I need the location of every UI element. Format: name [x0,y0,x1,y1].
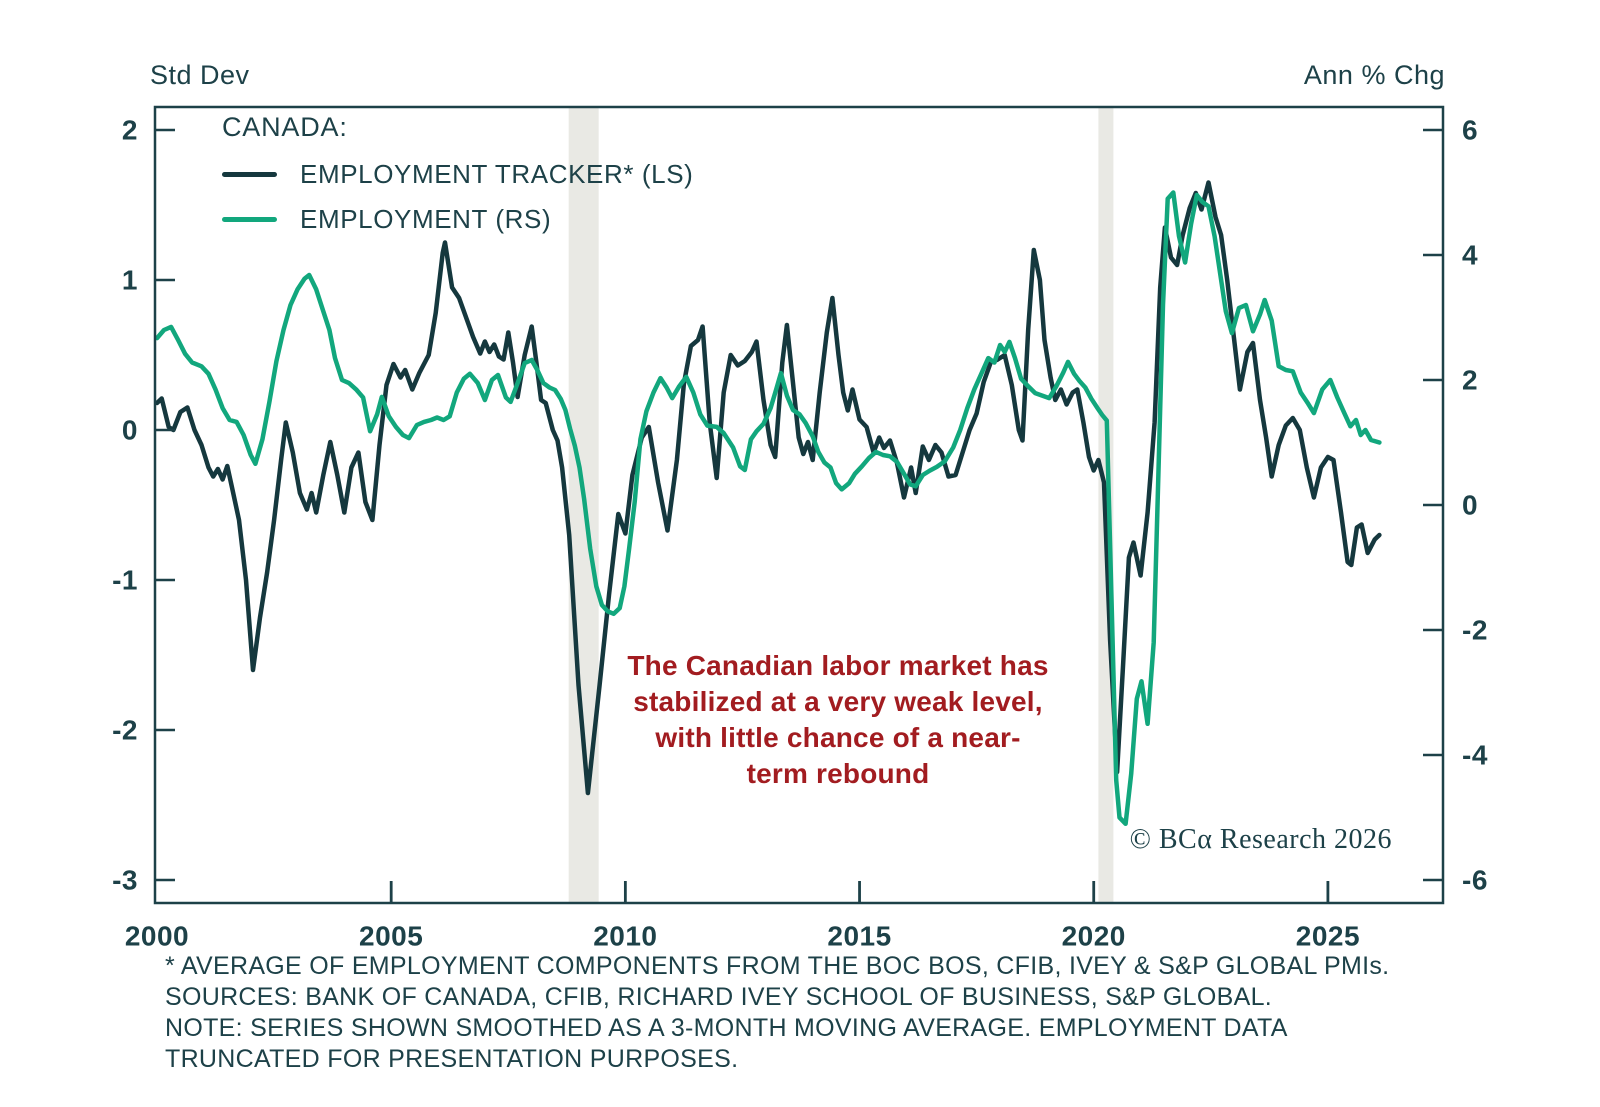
legend-item-employment: EMPLOYMENT (RS) [222,197,693,242]
footnote-line: SOURCES: BANK OF CANADA, CFIB, RICHARD I… [165,983,1273,1011]
left-axis-tick-label: 2 [122,115,138,146]
legend-label-employment-tracker: EMPLOYMENT TRACKER* (LS) [300,159,694,189]
left-axis-tick-label: -1 [112,565,138,596]
x-axis-label: 2020 [1062,921,1126,952]
employment-tracker-line [155,180,1382,796]
right-axis-title: Ann % Chg [1303,60,1445,90]
footnote-line: TRUNCATED FOR PRESENTATION PURPOSES. [165,1045,739,1073]
annotation-line: term rebound [746,758,930,789]
right-axis-tick-label: -6 [1462,865,1488,896]
tracker-line-swatch [222,172,277,177]
left-axis-title: Std Dev [150,60,250,90]
x-axis-label: 2000 [125,921,189,952]
annotation-line: The Canadian labor market has [627,650,1049,681]
employment-line-swatch [222,217,277,222]
copyright-notice: © BCα Research 2026 [1129,824,1392,855]
x-axis-label: 2025 [1296,921,1360,952]
legend: CANADA: EMPLOYMENT TRACKER* (LS) EMPLOYM… [222,112,693,242]
annotation-line: with little chance of a near- [655,722,1021,753]
footnotes: * AVERAGE OF EMPLOYMENT COMPONENTS FROM … [165,951,1389,1075]
x-axis-label: 2015 [827,921,891,952]
right-axis-tick-label: -4 [1462,740,1488,771]
right-axis-tick-label: 2 [1462,365,1478,396]
employment-line [155,190,1382,827]
annotation-callout: The Canadian labor market has stabilized… [560,648,1116,792]
footnote-line: NOTE: SERIES SHOWN SMOOTHED AS A 3-MONTH… [165,1014,1288,1042]
legend-item-employment-tracker: EMPLOYMENT TRACKER* (LS) [222,152,693,197]
right-axis-tick-label: -2 [1462,615,1488,646]
left-axis-tick-label: -2 [112,715,138,746]
legend-title: CANADA: [222,112,348,142]
left-axis-tick-label: 0 [122,415,138,446]
left-axis-tick-label: 1 [122,265,138,296]
left-axis-tick-label: -3 [112,865,138,896]
x-axis-label: 2010 [593,921,657,952]
legend-label-employment: EMPLOYMENT (RS) [300,204,552,234]
right-axis-tick-label: 6 [1462,115,1478,146]
footnote-line: * AVERAGE OF EMPLOYMENT COMPONENTS FROM … [165,952,1390,980]
x-axis-label: 2005 [359,921,423,952]
annotation-line: stabilized at a very weak level, [633,686,1043,717]
right-axis-tick-label: 4 [1462,240,1478,271]
right-axis-tick-label: 0 [1462,490,1478,521]
